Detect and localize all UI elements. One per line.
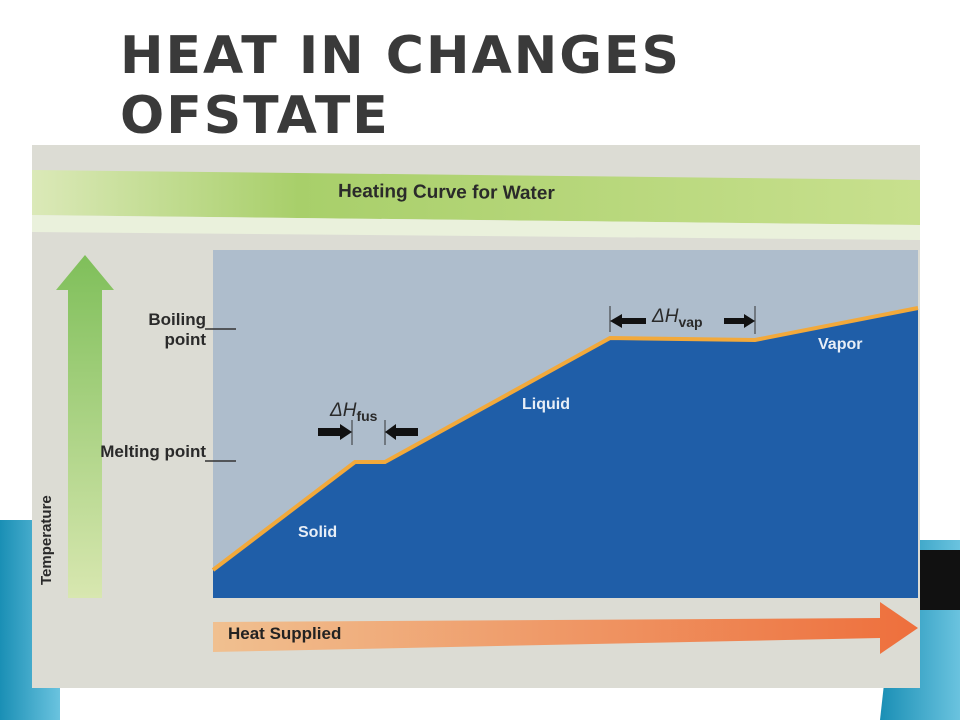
symbol: ΔH — [330, 400, 357, 421]
subscript: vap — [678, 313, 703, 330]
level-label: Melting point — [100, 442, 206, 461]
phase-label: Liquid — [522, 396, 570, 413]
title-band — [32, 170, 920, 225]
symbol: ΔH — [652, 306, 679, 327]
slide-title: HEAT IN CHANGES OFSTATE — [120, 26, 681, 146]
temperature-arrow — [56, 255, 114, 598]
phase-label: Solid — [298, 524, 338, 541]
subscript: fus — [356, 407, 378, 424]
figure-title: Heating Curve for Water — [337, 180, 555, 205]
arrow — [318, 424, 352, 440]
level-label: Boiling point — [148, 310, 206, 349]
heating-curve — [211, 306, 919, 572]
arrow — [610, 314, 646, 328]
curve-fill — [213, 308, 918, 598]
title-band — [32, 215, 920, 240]
delta-h-vap: ΔHvap — [652, 306, 703, 330]
decoration — [920, 550, 960, 610]
arrow — [724, 314, 755, 328]
heat-arrow — [213, 602, 918, 654]
arrow — [385, 424, 418, 440]
x-axis-label: Heat Supplied — [228, 624, 342, 643]
delta-h-fus: ΔHfus — [330, 400, 377, 424]
phase-label: Vapor — [818, 336, 863, 353]
y-axis-label: Temperature — [38, 495, 55, 585]
